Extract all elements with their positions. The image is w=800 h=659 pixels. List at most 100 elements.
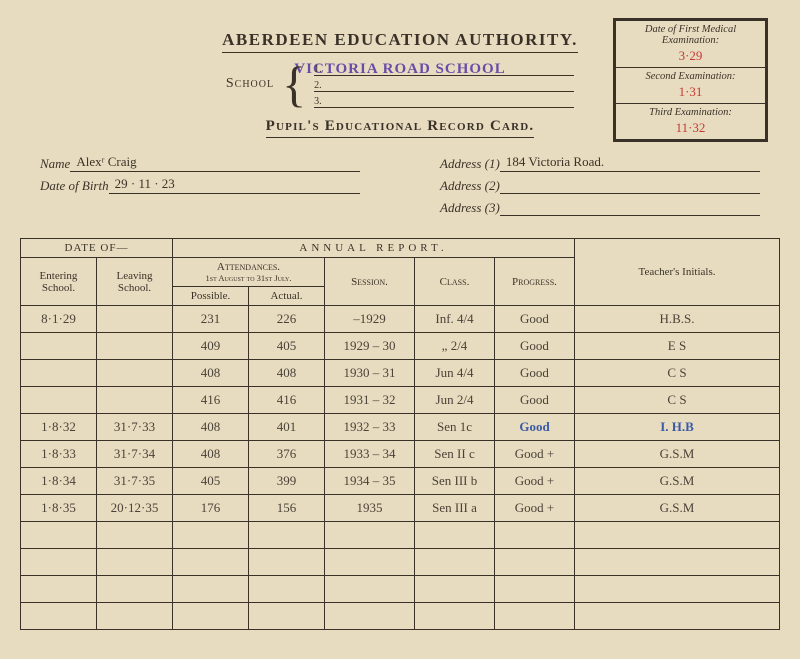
cell-progress: Good (495, 306, 575, 333)
cell-possible: 416 (173, 387, 249, 414)
medical-row-3: Third Examination: 11·32 (616, 104, 765, 139)
medical-value-3: 11·32 (620, 120, 761, 136)
cell-progress: Good (495, 387, 575, 414)
cell-empty (415, 603, 495, 630)
cell-empty (575, 549, 780, 576)
cell-empty (21, 603, 97, 630)
cell-leaving (97, 333, 173, 360)
table-row: 1·8·3331·7·344083761933 – 34Sen II cGood… (21, 441, 780, 468)
medical-value-2: 1·31 (620, 84, 761, 100)
cell-entering (21, 360, 97, 387)
cell-class: Sen III b (415, 468, 495, 495)
medical-label-2: Second Examination: (620, 71, 761, 82)
header-row-1: DATE OF— ANNUAL REPORT. Teacher's Initia… (21, 239, 780, 258)
cell-initials: I. H.B (575, 414, 780, 441)
cell-empty (415, 549, 495, 576)
addr1-label: Address (1) (440, 156, 500, 172)
cell-empty (249, 522, 325, 549)
cell-entering (21, 333, 97, 360)
addr2-label: Address (2) (440, 178, 500, 194)
th-class: Class. (415, 258, 495, 306)
cell-possible: 405 (173, 468, 249, 495)
cell-actual: 405 (249, 333, 325, 360)
addr2-value (500, 176, 760, 194)
table-head: DATE OF— ANNUAL REPORT. Teacher's Initia… (21, 239, 780, 306)
info-col-left: Name Alexʳ Craig Date of Birth 29 · 11 ·… (40, 154, 360, 220)
cell-session: 1934 – 35 (325, 468, 415, 495)
table-row-empty (21, 522, 780, 549)
school-line-2: 2. (314, 76, 574, 92)
cell-session: 1931 – 32 (325, 387, 415, 414)
cell-empty (325, 603, 415, 630)
cell-entering: 8·1·29 (21, 306, 97, 333)
cell-actual: 399 (249, 468, 325, 495)
cell-actual: 156 (249, 495, 325, 522)
cell-entering: 1·8·35 (21, 495, 97, 522)
th-attend-sub: 1st August to 31st July. (177, 273, 320, 283)
medical-label-3: Third Examination: (620, 107, 761, 118)
cell-leaving (97, 387, 173, 414)
cell-initials: C S (575, 360, 780, 387)
cell-session: –1929 (325, 306, 415, 333)
cell-empty (97, 603, 173, 630)
name-value: Alexʳ Craig (70, 154, 360, 172)
table-row: 1·8·3231·7·334084011932 – 33Sen 1cGoodI.… (21, 414, 780, 441)
cell-empty (495, 576, 575, 603)
addr3-row: Address (3) (440, 198, 760, 216)
cell-empty (415, 522, 495, 549)
cell-empty (21, 549, 97, 576)
pupil-info: Name Alexʳ Craig Date of Birth 29 · 11 ·… (20, 154, 780, 220)
th-initials: Teacher's Initials. (575, 239, 780, 306)
cell-actual: 408 (249, 360, 325, 387)
cell-empty (249, 549, 325, 576)
cell-class: „ 2/4 (415, 333, 495, 360)
authority-title: ABERDEEN EDUCATION AUTHORITY. (222, 30, 578, 53)
medical-label-1: Date of First Medical Examination: (620, 24, 761, 46)
cell-class: Jun 2/4 (415, 387, 495, 414)
th-attend-top: Attendances. (177, 261, 320, 273)
cell-actual: 401 (249, 414, 325, 441)
cell-empty (97, 549, 173, 576)
cell-leaving: 31·7·35 (97, 468, 173, 495)
cell-leaving: 20·12·35 (97, 495, 173, 522)
school-line-1: 1. (314, 60, 574, 76)
cell-session: 1935 (325, 495, 415, 522)
dob-value: 29 · 11 · 23 (109, 176, 360, 194)
table-row: 1·8·3431·7·354053991934 – 35Sen III bGoo… (21, 468, 780, 495)
th-date-of: DATE OF— (21, 239, 173, 258)
cell-empty (495, 549, 575, 576)
cell-empty (97, 522, 173, 549)
cell-empty (575, 603, 780, 630)
cell-initials: G.S.M (575, 468, 780, 495)
cell-entering: 1·8·32 (21, 414, 97, 441)
record-card: Date of First Medical Examination: 3·29 … (0, 0, 800, 659)
dob-row: Date of Birth 29 · 11 · 23 (40, 176, 360, 194)
cell-possible: 176 (173, 495, 249, 522)
cell-progress: Good + (495, 441, 575, 468)
cell-empty (173, 576, 249, 603)
addr1-row: Address (1) 184 Victoria Road. (440, 154, 760, 172)
table-row: 4094051929 – 30„ 2/4GoodE S (21, 333, 780, 360)
card-subtitle: Pupil's Educational Record Card. (266, 118, 535, 138)
cell-empty (21, 522, 97, 549)
cell-empty (415, 576, 495, 603)
cell-entering: 1·8·34 (21, 468, 97, 495)
cell-empty (249, 576, 325, 603)
cell-leaving: 31·7·34 (97, 441, 173, 468)
cell-empty (173, 603, 249, 630)
addr1-value: 184 Victoria Road. (500, 154, 760, 172)
cell-leaving (97, 306, 173, 333)
cell-possible: 408 (173, 441, 249, 468)
cell-session: 1929 – 30 (325, 333, 415, 360)
th-annual: ANNUAL REPORT. (173, 239, 575, 258)
addr3-value (500, 198, 760, 216)
cell-session: 1932 – 33 (325, 414, 415, 441)
table-row-empty (21, 603, 780, 630)
dob-label: Date of Birth (40, 178, 109, 194)
cell-empty (495, 522, 575, 549)
cell-entering (21, 387, 97, 414)
cell-session: 1933 – 34 (325, 441, 415, 468)
brace-icon: { (282, 64, 306, 104)
cell-possible: 408 (173, 360, 249, 387)
th-attendances: Attendances. 1st August to 31st July. (173, 258, 325, 287)
